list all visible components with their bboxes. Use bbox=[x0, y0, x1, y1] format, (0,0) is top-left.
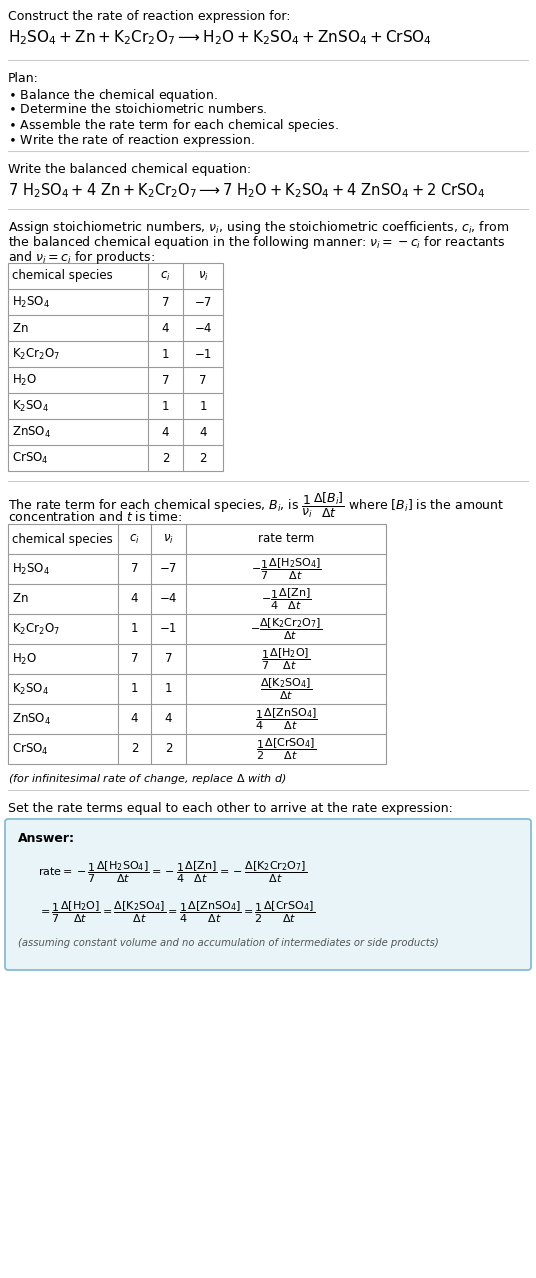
Text: the balanced chemical equation in the following manner: $\nu_i = -c_i$ for react: the balanced chemical equation in the fo… bbox=[8, 234, 505, 250]
Text: 4: 4 bbox=[131, 713, 138, 726]
Text: 2: 2 bbox=[199, 451, 207, 464]
Text: 1: 1 bbox=[162, 348, 169, 360]
Text: The rate term for each chemical species, $B_i$, is $\dfrac{1}{\nu_i}\dfrac{\Delt: The rate term for each chemical species,… bbox=[8, 491, 504, 520]
Text: $\mathrm{K_2SO_4}$: $\mathrm{K_2SO_4}$ bbox=[12, 399, 49, 414]
Text: 1: 1 bbox=[162, 400, 169, 413]
Text: $c_i$: $c_i$ bbox=[160, 270, 171, 282]
Text: $\mathrm{K_2Cr_2O_7}$: $\mathrm{K_2Cr_2O_7}$ bbox=[12, 346, 60, 362]
Text: 7: 7 bbox=[131, 653, 138, 666]
Text: 7: 7 bbox=[199, 373, 207, 386]
Text: concentration and $t$ is time:: concentration and $t$ is time: bbox=[8, 510, 182, 524]
Text: $\nu_i$: $\nu_i$ bbox=[163, 533, 174, 546]
Text: $= \dfrac{1}{7}\dfrac{\Delta[\mathrm{H_2O}]}{\Delta t} = \dfrac{\Delta[\mathrm{K: $= \dfrac{1}{7}\dfrac{\Delta[\mathrm{H_2… bbox=[38, 900, 315, 925]
Text: −1: −1 bbox=[195, 348, 212, 360]
Text: 4: 4 bbox=[162, 322, 169, 335]
Text: $\mathrm{H_2SO_4}$: $\mathrm{H_2SO_4}$ bbox=[12, 561, 50, 576]
Text: −7: −7 bbox=[195, 295, 212, 308]
Text: $\mathrm{ZnSO_4}$: $\mathrm{ZnSO_4}$ bbox=[12, 712, 51, 727]
Text: $\bullet$ Write the rate of reaction expression.: $\bullet$ Write the rate of reaction exp… bbox=[8, 132, 255, 150]
Text: 7: 7 bbox=[131, 562, 138, 575]
Text: $\mathrm{CrSO_4}$: $\mathrm{CrSO_4}$ bbox=[12, 450, 49, 465]
Text: 4: 4 bbox=[131, 593, 138, 606]
Text: chemical species: chemical species bbox=[12, 533, 113, 546]
Text: $\mathrm{rate} = -\dfrac{1}{7}\dfrac{\Delta[\mathrm{H_2SO_4}]}{\Delta t} = -\dfr: $\mathrm{rate} = -\dfrac{1}{7}\dfrac{\De… bbox=[38, 860, 307, 886]
Text: Set the rate terms equal to each other to arrive at the rate expression:: Set the rate terms equal to each other t… bbox=[8, 803, 453, 815]
Text: Write the balanced chemical equation:: Write the balanced chemical equation: bbox=[8, 164, 251, 176]
Text: $\bullet$ Determine the stoichiometric numbers.: $\bullet$ Determine the stoichiometric n… bbox=[8, 102, 267, 116]
Text: 7: 7 bbox=[162, 373, 169, 386]
Text: Assign stoichiometric numbers, $\nu_i$, using the stoichiometric coefficients, $: Assign stoichiometric numbers, $\nu_i$, … bbox=[8, 219, 509, 236]
Text: 2: 2 bbox=[165, 743, 172, 755]
Text: $\mathrm{H_2O}$: $\mathrm{H_2O}$ bbox=[12, 372, 37, 387]
Text: Construct the rate of reaction expression for:: Construct the rate of reaction expressio… bbox=[8, 10, 291, 23]
Text: $\dfrac{\Delta[\mathrm{K_2SO_4}]}{\Delta t}$: $\dfrac{\Delta[\mathrm{K_2SO_4}]}{\Delta… bbox=[260, 676, 312, 702]
Text: $\dfrac{1}{2}\dfrac{\Delta[\mathrm{CrSO_4}]}{\Delta t}$: $\dfrac{1}{2}\dfrac{\Delta[\mathrm{CrSO_… bbox=[256, 736, 316, 762]
Text: Answer:: Answer: bbox=[18, 832, 75, 845]
Text: 1: 1 bbox=[131, 682, 138, 695]
Text: $-\dfrac{1}{7}\dfrac{\Delta[\mathrm{H_2SO_4}]}{\Delta t}$: $-\dfrac{1}{7}\dfrac{\Delta[\mathrm{H_2S… bbox=[250, 556, 322, 581]
Text: chemical species: chemical species bbox=[12, 270, 113, 282]
Bar bbox=[8, 524, 386, 764]
Text: −4: −4 bbox=[195, 322, 212, 335]
Text: $\mathrm{Zn}$: $\mathrm{Zn}$ bbox=[12, 322, 28, 335]
Text: $\dfrac{1}{4}\dfrac{\Delta[\mathrm{ZnSO_4}]}{\Delta t}$: $\dfrac{1}{4}\dfrac{\Delta[\mathrm{ZnSO_… bbox=[255, 707, 317, 732]
Text: 1: 1 bbox=[199, 400, 207, 413]
Text: and $\nu_i = c_i$ for products:: and $\nu_i = c_i$ for products: bbox=[8, 249, 155, 266]
Text: 4: 4 bbox=[199, 426, 207, 438]
Text: $\mathsf{7\ H_2SO_4 + 4\ Zn + K_2Cr_2O_7 \longrightarrow 7\ H_2O + K_2SO_4 + 4\ : $\mathsf{7\ H_2SO_4 + 4\ Zn + K_2Cr_2O_7… bbox=[8, 181, 485, 199]
Text: (for infinitesimal rate of change, replace $\Delta$ with $d$): (for infinitesimal rate of change, repla… bbox=[8, 772, 287, 786]
Text: $\mathsf{H_2SO_4 + Zn + K_2Cr_2O_7 \longrightarrow H_2O + K_2SO_4 + ZnSO_4 + CrS: $\mathsf{H_2SO_4 + Zn + K_2Cr_2O_7 \long… bbox=[8, 28, 432, 47]
Text: 2: 2 bbox=[131, 743, 138, 755]
Text: 7: 7 bbox=[162, 295, 169, 308]
Text: $\mathrm{CrSO_4}$: $\mathrm{CrSO_4}$ bbox=[12, 741, 49, 757]
Text: $\mathrm{ZnSO_4}$: $\mathrm{ZnSO_4}$ bbox=[12, 424, 51, 440]
Text: $\mathrm{H_2O}$: $\mathrm{H_2O}$ bbox=[12, 652, 37, 667]
Text: 2: 2 bbox=[162, 451, 169, 464]
Text: −4: −4 bbox=[160, 593, 177, 606]
Text: $-\dfrac{1}{4}\dfrac{\Delta[\mathrm{Zn}]}{\Delta t}$: $-\dfrac{1}{4}\dfrac{\Delta[\mathrm{Zn}]… bbox=[260, 587, 311, 612]
Text: 1: 1 bbox=[165, 682, 172, 695]
Text: $-\dfrac{\Delta[\mathrm{K_2Cr_2O_7}]}{\Delta t}$: $-\dfrac{\Delta[\mathrm{K_2Cr_2O_7}]}{\D… bbox=[250, 616, 322, 642]
Text: 4: 4 bbox=[165, 713, 172, 726]
Text: $\mathrm{H_2SO_4}$: $\mathrm{H_2SO_4}$ bbox=[12, 294, 50, 309]
Text: $\bullet$ Balance the chemical equation.: $\bullet$ Balance the chemical equation. bbox=[8, 87, 218, 104]
Text: $c_i$: $c_i$ bbox=[129, 533, 140, 546]
Text: −7: −7 bbox=[160, 562, 177, 575]
Text: $\mathrm{Zn}$: $\mathrm{Zn}$ bbox=[12, 593, 28, 606]
Text: $\bullet$ Assemble the rate term for each chemical species.: $\bullet$ Assemble the rate term for eac… bbox=[8, 118, 339, 134]
Text: 7: 7 bbox=[165, 653, 172, 666]
Text: rate term: rate term bbox=[258, 533, 314, 546]
Text: $\nu_i$: $\nu_i$ bbox=[198, 270, 209, 282]
Text: 4: 4 bbox=[162, 426, 169, 438]
Text: −1: −1 bbox=[160, 622, 177, 635]
Bar bbox=[8, 263, 223, 472]
Text: (assuming constant volume and no accumulation of intermediates or side products): (assuming constant volume and no accumul… bbox=[18, 938, 439, 948]
Text: Plan:: Plan: bbox=[8, 72, 39, 86]
Text: $\dfrac{1}{7}\dfrac{\Delta[\mathrm{H_2O}]}{\Delta t}$: $\dfrac{1}{7}\dfrac{\Delta[\mathrm{H_2O}… bbox=[262, 647, 311, 672]
Text: $\mathrm{K_2SO_4}$: $\mathrm{K_2SO_4}$ bbox=[12, 681, 49, 697]
Text: $\mathrm{K_2Cr_2O_7}$: $\mathrm{K_2Cr_2O_7}$ bbox=[12, 621, 60, 636]
FancyBboxPatch shape bbox=[5, 819, 531, 970]
Text: 1: 1 bbox=[131, 622, 138, 635]
